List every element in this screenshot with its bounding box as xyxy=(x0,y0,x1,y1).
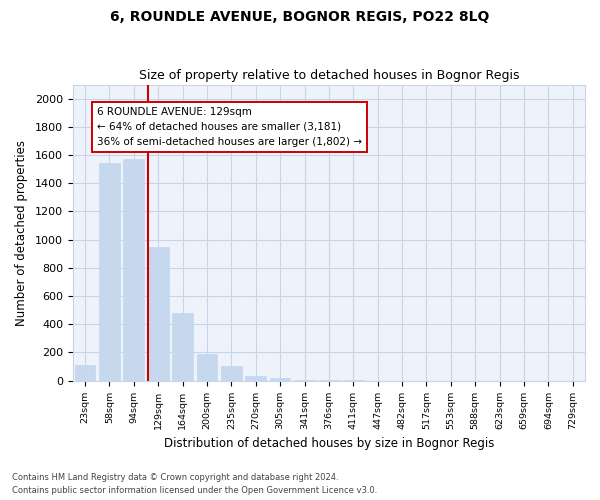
Bar xyxy=(197,354,217,380)
Title: Size of property relative to detached houses in Bognor Regis: Size of property relative to detached ho… xyxy=(139,69,519,82)
Bar xyxy=(270,378,290,380)
Bar xyxy=(124,160,144,380)
Bar xyxy=(99,164,120,380)
Bar xyxy=(245,376,266,380)
Bar xyxy=(74,365,95,380)
Bar xyxy=(221,366,242,380)
X-axis label: Distribution of detached houses by size in Bognor Regis: Distribution of detached houses by size … xyxy=(164,437,494,450)
Bar xyxy=(172,313,193,380)
Text: 6 ROUNDLE AVENUE: 129sqm
← 64% of detached houses are smaller (3,181)
36% of sem: 6 ROUNDLE AVENUE: 129sqm ← 64% of detach… xyxy=(97,107,362,146)
Text: Contains HM Land Registry data © Crown copyright and database right 2024.
Contai: Contains HM Land Registry data © Crown c… xyxy=(12,474,377,495)
Text: 6, ROUNDLE AVENUE, BOGNOR REGIS, PO22 8LQ: 6, ROUNDLE AVENUE, BOGNOR REGIS, PO22 8L… xyxy=(110,10,490,24)
Bar xyxy=(148,246,169,380)
Y-axis label: Number of detached properties: Number of detached properties xyxy=(15,140,28,326)
